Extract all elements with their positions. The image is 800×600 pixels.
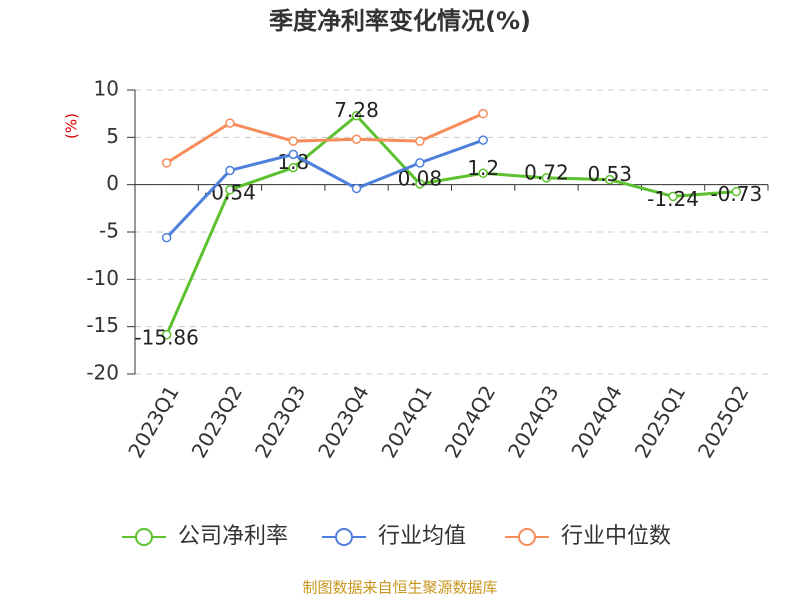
legend-marker: [518, 528, 536, 546]
y-tick-label: -10: [86, 266, 119, 290]
data-point: [288, 162, 298, 173]
data-label: 0.72: [524, 160, 569, 184]
x-tick-label: 2023Q2: [187, 381, 247, 462]
data-label: -1.24: [647, 187, 699, 211]
series-line: [165, 138, 484, 239]
data-point: [541, 173, 552, 183]
y-axis-label: (%): [63, 113, 81, 139]
x-tick-label: 2025Q2: [693, 381, 753, 462]
x-tick-label: 2024Q2: [440, 381, 500, 462]
data-point: [415, 179, 425, 189]
y-tick-label: -5: [99, 219, 119, 243]
data-label: -15.86: [134, 325, 198, 349]
legend-marker: [135, 528, 153, 546]
x-tick-label: 2024Q1: [376, 381, 436, 462]
data-label: -0.73: [710, 182, 762, 206]
source-note: 制图数据来自恒生聚源数据库: [302, 579, 497, 597]
data-label: 0.53: [587, 162, 632, 186]
data-point: [161, 158, 172, 168]
data-point: [225, 185, 235, 195]
data-point: [225, 165, 235, 176]
data-point: [351, 134, 362, 144]
data-point: [478, 135, 488, 145]
data-point: [225, 118, 235, 128]
data-point: [605, 174, 615, 185]
data-point: [478, 108, 488, 119]
data-label: 7.28: [334, 98, 379, 122]
data-label: 1.2: [467, 156, 499, 180]
legend-label: 行业均值: [378, 524, 466, 549]
x-tick-label: 2024Q3: [503, 381, 563, 462]
y-tick-label: -15: [86, 313, 119, 337]
legend-label: 行业中位数: [561, 524, 671, 549]
data-point: [415, 136, 425, 146]
x-tick-label: 2024Q4: [566, 381, 626, 462]
data-point: [668, 191, 678, 202]
series-line: [165, 112, 484, 165]
legend-marker: [335, 528, 353, 546]
data-point: [288, 136, 298, 146]
y-tick-label: -20: [86, 361, 119, 385]
data-point: [415, 158, 425, 168]
chart-title: 季度净利率变化情况(%): [269, 7, 531, 35]
legend-label: 公司净利率: [178, 524, 288, 549]
x-tick-label: 2023Q4: [313, 381, 373, 462]
data-point: [288, 149, 298, 160]
data-point: [351, 183, 362, 194]
x-tick-label: 2025Q1: [630, 381, 690, 462]
data-point: [161, 232, 172, 243]
data-point: [731, 186, 742, 197]
data-point: [161, 330, 172, 340]
x-tick-label: 2023Q1: [123, 381, 183, 462]
y-tick-label: 5: [106, 124, 119, 148]
series-line: [165, 113, 737, 336]
data-label: -0.54: [204, 180, 256, 204]
y-tick-label: 10: [94, 77, 119, 101]
data-point: [478, 168, 488, 179]
y-tick-label: 0: [106, 171, 119, 195]
data-point: [351, 110, 362, 121]
x-tick-label: 2023Q3: [250, 381, 310, 462]
